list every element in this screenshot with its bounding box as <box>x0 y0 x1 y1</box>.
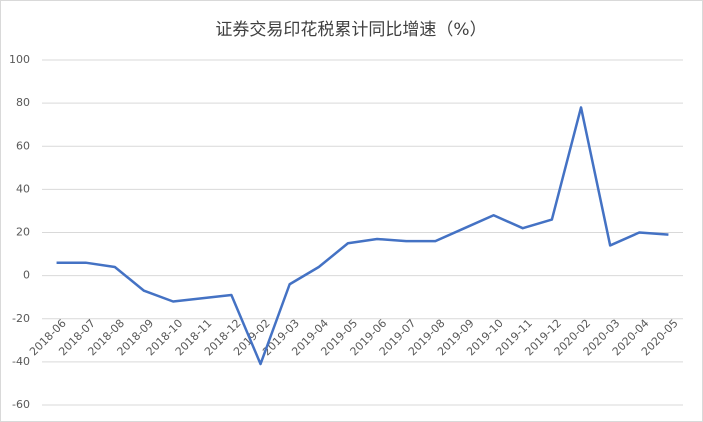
y-tick-label: 0 <box>23 269 30 282</box>
y-tick-label: -40 <box>12 355 30 368</box>
chart-title: 证券交易印花税累计同比增速（%） <box>215 20 486 40</box>
y-tick-label: 20 <box>16 226 30 239</box>
y-tick-label: -20 <box>12 312 30 325</box>
y-tick-label: 100 <box>9 53 30 66</box>
data-line <box>56 106 669 366</box>
y-tick-label: 40 <box>16 182 30 195</box>
y-tick-label: -60 <box>12 398 30 411</box>
y-tick-label: 60 <box>16 139 30 152</box>
y-tick-label: 80 <box>16 96 30 109</box>
